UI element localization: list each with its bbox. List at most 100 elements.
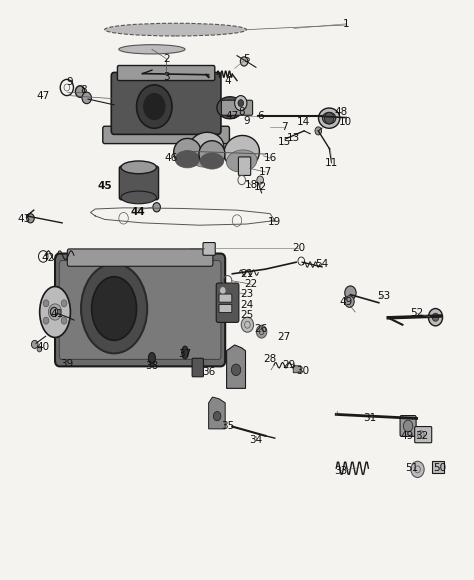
Ellipse shape [121, 191, 156, 204]
FancyBboxPatch shape [415, 426, 432, 443]
Circle shape [50, 307, 58, 317]
Circle shape [257, 176, 264, 184]
Circle shape [31, 340, 38, 349]
Text: 26: 26 [254, 324, 267, 334]
Ellipse shape [200, 153, 224, 169]
Ellipse shape [91, 277, 137, 340]
Text: 49: 49 [339, 296, 352, 307]
Text: 38: 38 [146, 361, 159, 371]
Text: 47: 47 [226, 111, 239, 121]
Text: 28: 28 [264, 354, 277, 364]
Circle shape [43, 300, 49, 307]
Text: 23: 23 [240, 289, 253, 299]
Text: 27: 27 [278, 332, 291, 342]
FancyBboxPatch shape [59, 260, 221, 360]
Text: 20: 20 [292, 244, 305, 253]
FancyBboxPatch shape [55, 253, 225, 367]
Text: 9: 9 [243, 116, 250, 126]
Circle shape [411, 461, 424, 477]
Ellipse shape [217, 97, 243, 119]
Text: 33: 33 [334, 466, 347, 476]
FancyBboxPatch shape [400, 415, 416, 436]
Text: 54: 54 [315, 259, 328, 269]
Text: 22: 22 [245, 279, 258, 289]
Ellipse shape [182, 346, 188, 359]
Text: 10: 10 [339, 117, 352, 127]
Text: 15: 15 [278, 137, 291, 147]
FancyBboxPatch shape [118, 66, 215, 81]
Text: 25: 25 [240, 310, 253, 321]
Text: 2: 2 [163, 53, 169, 64]
Text: 3: 3 [163, 72, 169, 82]
FancyBboxPatch shape [203, 242, 215, 255]
Circle shape [256, 325, 267, 338]
Circle shape [43, 317, 49, 324]
Circle shape [82, 92, 91, 104]
Polygon shape [227, 345, 246, 389]
Text: 43: 43 [18, 215, 31, 224]
Ellipse shape [144, 93, 165, 119]
Text: 47: 47 [36, 90, 50, 100]
Circle shape [219, 287, 226, 295]
Text: 13: 13 [287, 133, 301, 143]
Text: 53: 53 [377, 291, 390, 301]
Text: 46: 46 [164, 153, 177, 163]
Circle shape [27, 213, 34, 223]
Circle shape [153, 202, 160, 212]
Ellipse shape [199, 141, 225, 168]
Text: 19: 19 [268, 217, 282, 227]
Ellipse shape [319, 108, 340, 128]
Circle shape [403, 420, 413, 432]
FancyBboxPatch shape [119, 166, 158, 200]
Text: 45: 45 [97, 181, 112, 191]
Text: 7: 7 [281, 122, 288, 132]
Text: 42: 42 [41, 253, 55, 263]
Ellipse shape [148, 353, 155, 364]
Circle shape [61, 317, 67, 324]
FancyBboxPatch shape [67, 249, 213, 266]
Text: 21: 21 [240, 269, 253, 279]
Ellipse shape [322, 113, 336, 124]
Ellipse shape [121, 161, 156, 173]
Text: 17: 17 [259, 167, 272, 177]
Text: 34: 34 [249, 436, 263, 445]
Text: 37: 37 [178, 349, 191, 358]
Ellipse shape [137, 85, 172, 128]
Ellipse shape [81, 264, 147, 353]
Circle shape [324, 113, 334, 124]
FancyBboxPatch shape [432, 461, 444, 473]
Text: 8: 8 [238, 107, 245, 117]
Circle shape [48, 304, 62, 320]
Text: 16: 16 [264, 153, 277, 163]
Ellipse shape [227, 150, 257, 172]
Text: 40: 40 [36, 342, 50, 351]
Circle shape [432, 313, 439, 321]
Polygon shape [209, 397, 225, 429]
FancyBboxPatch shape [111, 72, 221, 135]
Circle shape [231, 364, 241, 376]
Text: 44: 44 [130, 207, 145, 217]
Circle shape [428, 309, 443, 326]
Text: 36: 36 [202, 367, 215, 377]
Circle shape [345, 286, 356, 300]
Text: 29: 29 [283, 360, 296, 370]
Ellipse shape [173, 139, 201, 166]
FancyBboxPatch shape [216, 283, 239, 322]
Text: 11: 11 [325, 158, 338, 168]
Text: 5: 5 [243, 53, 250, 64]
Circle shape [37, 346, 42, 352]
FancyBboxPatch shape [103, 126, 229, 144]
Text: 30: 30 [297, 366, 310, 376]
Text: 50: 50 [434, 463, 447, 473]
Text: 9: 9 [66, 77, 73, 86]
Text: 6: 6 [257, 111, 264, 121]
FancyBboxPatch shape [221, 100, 253, 115]
Ellipse shape [105, 23, 246, 36]
Ellipse shape [223, 102, 237, 114]
FancyBboxPatch shape [238, 157, 251, 175]
Text: 18: 18 [245, 180, 258, 190]
Text: 39: 39 [60, 359, 73, 369]
FancyBboxPatch shape [293, 366, 301, 373]
Text: 1: 1 [342, 19, 349, 29]
Ellipse shape [189, 132, 224, 164]
